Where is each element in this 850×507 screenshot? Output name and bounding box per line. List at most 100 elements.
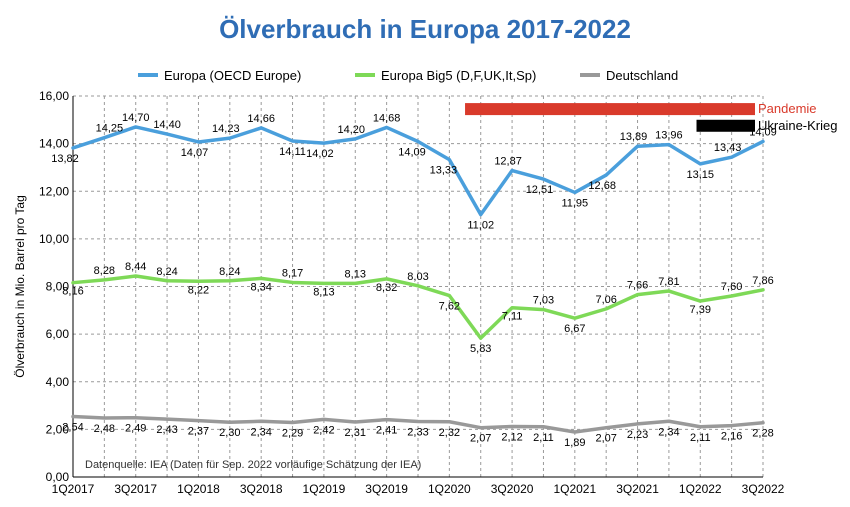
data-label: 14,07 bbox=[181, 147, 209, 159]
annotations: Pandemie Ukraine-Krieg bbox=[465, 101, 837, 133]
data-label: 8,13 bbox=[313, 286, 334, 298]
data-label: 2,30 bbox=[219, 427, 240, 439]
data-label: 13,89 bbox=[620, 131, 648, 143]
data-label: 2,07 bbox=[595, 433, 616, 445]
x-tick-label: 3Q2021 bbox=[616, 482, 659, 496]
x-tick-label: 3Q2017 bbox=[114, 482, 157, 496]
data-label: 2,11 bbox=[690, 432, 711, 444]
data-label: 2,42 bbox=[313, 424, 334, 436]
data-label: 7,62 bbox=[439, 301, 460, 313]
data-label: 8,32 bbox=[376, 282, 397, 294]
series-line bbox=[71, 274, 765, 340]
series-lines bbox=[71, 125, 765, 434]
data-label: 8,03 bbox=[407, 271, 428, 283]
data-label: 7,03 bbox=[533, 295, 554, 307]
y-tick-label: 8,00 bbox=[46, 280, 70, 294]
x-tick-label: 1Q2021 bbox=[553, 482, 596, 496]
data-label: 2,29 bbox=[282, 427, 303, 439]
data-label: 14,20 bbox=[338, 124, 366, 136]
data-label: 2,07 bbox=[470, 433, 491, 445]
x-tick-label: 1Q2017 bbox=[52, 482, 95, 496]
data-label: 2,37 bbox=[188, 426, 209, 438]
data-label: 14,11 bbox=[279, 146, 306, 158]
data-label: 2,48 bbox=[94, 423, 115, 435]
data-label: 14,23 bbox=[212, 123, 240, 135]
y-tick-label: 12,00 bbox=[39, 184, 69, 198]
data-label: 2,54 bbox=[62, 422, 83, 434]
axes: 0,00 2,00 4,00 6,00 8,00 10,00 12,00 14,00 16,00… bbox=[39, 89, 785, 496]
data-label: 8,17 bbox=[282, 267, 303, 279]
data-label: 8,44 bbox=[125, 261, 146, 273]
data-label: 14,02 bbox=[306, 148, 334, 160]
data-label: 13,33 bbox=[430, 165, 458, 177]
data-label: 12,51 bbox=[526, 184, 554, 196]
data-label: 13,15 bbox=[687, 169, 715, 181]
y-tick-label: 2,00 bbox=[46, 422, 70, 436]
data-label: 14,68 bbox=[373, 112, 401, 124]
data-label: 8,22 bbox=[188, 284, 209, 296]
data-label: 14,40 bbox=[153, 119, 181, 131]
data-label: 8,28 bbox=[94, 265, 115, 277]
data-label: 7,86 bbox=[752, 275, 773, 287]
data-label: 2,49 bbox=[125, 423, 146, 435]
annotation-label: Ukraine-Krieg bbox=[758, 118, 837, 133]
y-tick-label: 4,00 bbox=[46, 375, 70, 389]
y-axis-title: Ölverbrauch in Mio. Barrel pro Tag bbox=[13, 195, 27, 378]
y-tick-label: 10,00 bbox=[39, 232, 69, 246]
y-tick-label: 6,00 bbox=[46, 327, 70, 341]
data-label: 6,67 bbox=[564, 323, 585, 335]
x-tick-label: 3Q2018 bbox=[240, 482, 283, 496]
data-label: 13,96 bbox=[655, 130, 683, 142]
x-tick-label: 1Q2018 bbox=[177, 482, 220, 496]
data-label: 2,12 bbox=[501, 432, 522, 444]
y-tick-label: 16,00 bbox=[39, 89, 69, 103]
data-label: 2,31 bbox=[345, 427, 366, 439]
series-line bbox=[71, 125, 765, 217]
series-line bbox=[71, 414, 765, 434]
x-tick-label: 1Q2020 bbox=[428, 482, 471, 496]
data-label: 11,95 bbox=[561, 197, 588, 209]
source-note: Datenquelle: IEA (Daten für Sep. 2022 vo… bbox=[85, 459, 421, 471]
annotation-label: Pandemie bbox=[758, 101, 817, 116]
data-label: 7,66 bbox=[627, 280, 648, 292]
data-label: 14,70 bbox=[122, 112, 150, 124]
data-label: 2,28 bbox=[752, 428, 773, 440]
data-label: 14,09 bbox=[398, 146, 426, 158]
data-label: 7,39 bbox=[690, 304, 711, 316]
data-label: 2,32 bbox=[439, 427, 460, 439]
data-label: 2,34 bbox=[250, 426, 271, 438]
legend: Europa (OECD Europe) Europa Big5 (D,F,UK,… bbox=[138, 68, 678, 83]
data-label: 14,25 bbox=[96, 123, 124, 135]
data-label: 1,89 bbox=[564, 437, 585, 449]
data-label: 8,24 bbox=[219, 266, 240, 278]
data-label: 2,34 bbox=[658, 426, 679, 438]
data-label: 14,66 bbox=[247, 113, 275, 125]
legend-label: Deutschland bbox=[606, 68, 678, 83]
data-label: 8,24 bbox=[156, 266, 177, 278]
data-label: 12,68 bbox=[588, 180, 616, 192]
data-label: 7,81 bbox=[658, 276, 679, 288]
data-label: 11,02 bbox=[467, 220, 494, 232]
x-tick-label: 1Q2022 bbox=[679, 482, 722, 496]
data-label: 2,33 bbox=[407, 427, 428, 439]
data-label: 8,16 bbox=[62, 286, 83, 298]
x-tick-label: 3Q2020 bbox=[491, 482, 534, 496]
data-label: 13,43 bbox=[714, 142, 742, 154]
legend-label: Europa Big5 (D,F,UK,It,Sp) bbox=[381, 68, 536, 83]
data-label: 2,41 bbox=[376, 425, 397, 437]
data-label: 8,13 bbox=[345, 268, 366, 280]
data-label: 12,87 bbox=[494, 156, 522, 168]
data-label: 2,23 bbox=[627, 429, 648, 441]
data-label: 2,11 bbox=[533, 432, 554, 444]
data-label: 13,82 bbox=[51, 153, 79, 165]
x-tick-label: 1Q2019 bbox=[303, 482, 346, 496]
annotation-bar bbox=[696, 119, 755, 132]
data-label: 5,83 bbox=[470, 343, 491, 355]
data-label: 2,16 bbox=[721, 431, 742, 443]
x-tick-label: 3Q2019 bbox=[365, 482, 408, 496]
y-tick-label: 14,00 bbox=[39, 137, 69, 151]
data-label: 14,09 bbox=[749, 126, 777, 138]
chart-title: Ölverbrauch in Europa 2017-2022 bbox=[219, 14, 631, 44]
